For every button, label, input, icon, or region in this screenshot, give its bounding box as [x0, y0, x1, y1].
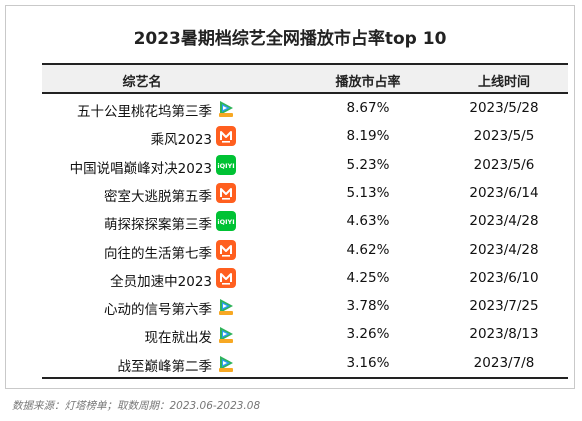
table-row: 全员加速中2023 4.25% 2023/6/10 [42, 265, 568, 293]
launch-date: 2023/4/28 [469, 213, 539, 230]
tencent-video-icon [216, 324, 236, 344]
column-header-name: 综艺名 [122, 75, 162, 90]
svg-text:iQIYI: iQIYI [217, 218, 234, 226]
table-bottom-rule [42, 377, 568, 379]
table-header: 综艺名 播放市占率 上线时间 [42, 63, 568, 94]
column-header-share: 播放市占率 [335, 75, 401, 90]
show-name: 五十公里桃花坞第三季 [77, 104, 212, 120]
launch-date: 2023/6/14 [469, 184, 539, 201]
play-share-value: 5.23% [346, 156, 390, 173]
show-name: 乘风2023 [150, 132, 212, 149]
launch-date: 2023/6/10 [469, 269, 539, 286]
table-row: 乘风2023 8.19% 2023/5/5 [42, 123, 568, 151]
show-name: 全员加速中2023 [110, 273, 212, 290]
play-share-value: 5.13% [346, 184, 390, 201]
iqiyi-icon: iQIYI [216, 211, 236, 232]
launch-date: 2023/8/13 [469, 326, 539, 343]
tencent-video-icon [216, 296, 236, 316]
svg-text:iQIYI: iQIYI [217, 162, 234, 170]
table-row: 心动的信号第六季 3.78% 2023/7/25 [42, 293, 568, 321]
column-header-date: 上线时间 [477, 75, 531, 90]
table-row: 密室大逃脱第五季 5.13% 2023/6/14 [42, 180, 568, 208]
launch-date: 2023/5/6 [473, 156, 535, 173]
table-row: 现在就出发 3.26% 2023/8/13 [42, 321, 568, 349]
show-name: 密室大逃脱第五季 [104, 188, 212, 205]
table-row: 战至巅峰第二季 3.16% 2023/7/8 [42, 350, 568, 378]
chart-title: 2023暑期档综艺全网播放市占率top 10 [133, 29, 447, 49]
launch-date: 2023/4/28 [469, 241, 539, 258]
tencent-video-icon [216, 353, 236, 373]
play-share-value: 4.63% [346, 213, 390, 230]
show-name: 现在就出发 [144, 330, 213, 347]
table-row: 向往的生活第七季 4.62% 2023/4/28 [42, 237, 568, 265]
show-name: 中国说唱巅峰对决2023 [69, 160, 212, 177]
show-name: 萌探探探案第三季 [104, 217, 212, 234]
show-name: 心动的信号第六季 [104, 302, 212, 319]
table-row: 萌探探探案第三季 iQIYI 4.63% 2023/4/28 [42, 208, 568, 236]
iqiyi-icon: iQIYI [216, 154, 236, 175]
play-share-value: 4.62% [346, 241, 390, 258]
chart-card: 2023暑期档综艺全网播放市占率top 10 综艺名 播放市占率 上线时间 五十… [5, 5, 575, 389]
play-share-value: 4.25% [346, 269, 390, 286]
tencent-video-icon [216, 98, 236, 118]
mango-tv-icon [216, 126, 236, 147]
show-name: 向往的生活第七季 [104, 245, 212, 262]
table-row: 五十公里桃花坞第三季 8.67% 2023/5/28 [42, 95, 568, 123]
mango-tv-icon [216, 182, 236, 203]
table-row: 中国说唱巅峰对决2023 iQIYI 5.23% 2023/5/6 [42, 152, 568, 180]
play-share-value: 8.67% [346, 100, 390, 116]
play-share-value: 3.16% [346, 354, 390, 371]
launch-date: 2023/7/8 [473, 354, 535, 371]
launch-date: 2023/5/5 [473, 128, 535, 145]
play-share-value: 8.19% [346, 128, 390, 145]
mango-tv-icon [216, 267, 236, 288]
launch-date: 2023/7/25 [469, 298, 539, 315]
launch-date: 2023/5/28 [469, 100, 539, 116]
play-share-value: 3.26% [346, 326, 390, 343]
play-share-value: 3.78% [346, 298, 390, 315]
show-name: 战至巅峰第二季 [117, 358, 213, 375]
data-source-note: 数据来源：灯塔榜单；取数周期：2023.06-2023.08 [12, 400, 261, 412]
mango-tv-icon [216, 239, 236, 260]
